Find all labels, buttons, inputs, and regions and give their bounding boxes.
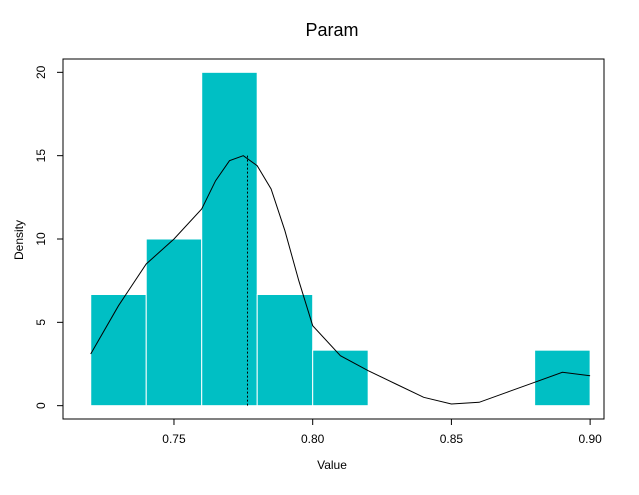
y-axis-label: Density: [12, 220, 26, 260]
density-curve-group: [90, 155, 591, 406]
y-tick-label: 15: [34, 149, 48, 163]
histogram-bar: [534, 349, 591, 407]
histogram-bar: [90, 294, 147, 407]
x-tick-label: 0.90: [578, 432, 602, 446]
x-axis-label: Value: [317, 458, 347, 472]
histogram-bars: [90, 71, 591, 407]
y-tick-label: 0: [34, 402, 48, 409]
chart-title: Param: [305, 20, 358, 40]
x-tick-label: 0.75: [162, 432, 186, 446]
y-tick-label: 10: [34, 232, 48, 246]
x-tick-label: 0.85: [440, 432, 464, 446]
histogram-bar: [256, 294, 314, 407]
histogram-bar: [312, 349, 369, 407]
y-tick-label: 5: [34, 319, 48, 326]
histogram-bar: [201, 71, 258, 407]
histogram-bar: [145, 238, 203, 407]
x-tick-label: 0.80: [301, 432, 325, 446]
x-axis: 0.75 0.80 0.85 0.90: [162, 419, 602, 446]
y-tick-label: 20: [34, 65, 48, 79]
y-axis: 0 5 10 15 20: [34, 65, 63, 409]
density-curve: [90, 155, 591, 405]
